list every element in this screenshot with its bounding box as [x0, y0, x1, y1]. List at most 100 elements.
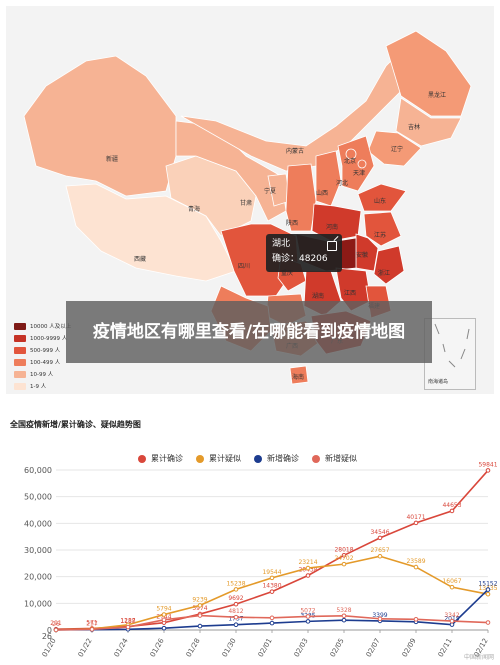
legend-dot — [138, 454, 146, 463]
series-point — [377, 616, 383, 622]
province-tianjin[interactable] — [357, 159, 367, 169]
series-point — [233, 601, 239, 607]
legend-dot — [254, 454, 262, 463]
legend-swatch — [14, 346, 26, 354]
province-hainan[interactable] — [289, 365, 309, 385]
series-point — [485, 587, 491, 592]
series-point — [233, 622, 239, 628]
series-point — [233, 587, 239, 592]
south-china-sea-inset: 南海诸岛 — [424, 318, 476, 390]
tooltip-confirmed-count: 确诊：48206 — [272, 254, 328, 264]
label-beijing: 北京 — [344, 158, 357, 165]
label-qinghai: 青海 — [188, 206, 201, 213]
chart-legend: 累计确诊 累计疑似 新增确诊 新增疑似 — [138, 453, 357, 464]
watermark: 中国新闻网 — [463, 654, 494, 661]
data-label: 14380 — [262, 583, 281, 590]
label-xizang: 西藏 — [134, 256, 147, 263]
map-legend-item[interactable]: 1000-9999 人 — [14, 332, 71, 344]
province-shanxi[interactable] — [315, 150, 342, 207]
province-xinjiang[interactable] — [23, 55, 177, 197]
label-liaoning: 辽宁 — [391, 146, 404, 153]
series-point — [269, 620, 275, 626]
province-jiangsu[interactable] — [363, 211, 402, 247]
label-henan: 河南 — [326, 224, 339, 231]
data-label: 291 — [50, 620, 62, 627]
legend-dot — [312, 454, 320, 463]
data-label: 26 — [52, 621, 60, 628]
data-label: 9239 — [192, 596, 207, 603]
province-beijing[interactable] — [345, 148, 357, 160]
x-tick-label: 02/05 — [329, 637, 346, 658]
province-shandong[interactable] — [357, 183, 407, 212]
data-label: 3342 — [444, 612, 459, 619]
x-tick-label: 01/24 — [113, 637, 130, 659]
data-label: 5794 — [156, 606, 171, 613]
chart-legend-item[interactable]: 新增确诊 — [254, 453, 299, 464]
chart-legend-item[interactable]: 累计确诊 — [138, 453, 183, 464]
legend-label: 10-99 人 — [30, 372, 54, 378]
province-hebei[interactable] — [337, 135, 375, 192]
series-point — [305, 614, 311, 619]
label-shaanxi: 陕西 — [286, 220, 299, 227]
map-legend-item[interactable]: 10-99 人 — [14, 368, 71, 380]
province-zhejiang[interactable] — [373, 245, 405, 285]
label-jiangxi: 江西 — [344, 290, 357, 297]
south-sea-label: 南海诸岛 — [428, 379, 449, 385]
y-tick-label: 20,000 — [24, 573, 52, 582]
series-point — [341, 561, 347, 567]
province-heilongjiang[interactable] — [385, 30, 472, 117]
series-point — [233, 614, 239, 620]
tooltip-province-name: 湖北 — [272, 239, 291, 249]
series-point — [53, 627, 59, 633]
data-label: 16067 — [442, 578, 461, 585]
label-chongqing: 重庆 — [281, 270, 294, 277]
data-label: 19544 — [262, 569, 281, 576]
chart-legend-item[interactable]: 累计疑似 — [196, 453, 241, 464]
legend-swatch — [14, 370, 26, 378]
label-zhejiang: 浙江 — [378, 270, 391, 277]
map-legend-item[interactable]: 10000 人及以上 — [14, 320, 71, 332]
series-point — [305, 573, 311, 578]
y-tick-label: 30,000 — [24, 546, 52, 555]
series-point — [341, 617, 347, 623]
y-base-label: 26 — [42, 632, 52, 641]
legend-label: 1-9 人 — [30, 384, 47, 390]
chart-legend-item[interactable]: 新增疑似 — [312, 453, 357, 464]
data-label: 5974 — [192, 605, 207, 612]
y-tick-label: 40,000 — [24, 519, 52, 528]
share-icon[interactable] — [327, 241, 337, 251]
label-gansu: 甘肃 — [240, 200, 253, 207]
series-point — [197, 613, 203, 618]
map-legend-item[interactable]: 1-9 人 — [14, 380, 71, 392]
x-tick-label: 01/26 — [149, 637, 166, 659]
legend-label: 1000-9999 人 — [30, 336, 68, 342]
label-anhui: 安徽 — [356, 252, 369, 259]
data-label: 15152 — [478, 581, 497, 588]
legend-swatch — [14, 322, 26, 330]
x-tick-label: 01/22 — [77, 637, 94, 658]
map-legend: 10000 人及以上 1000-9999 人 500-999 人 100-499 人 1… — [14, 320, 71, 392]
series-point — [269, 575, 275, 581]
label-neimenggu: 内蒙古 — [286, 148, 305, 155]
trend-line-chart: 0 10,000 20,000 30,000 40,000 50,000 60,000 26 0… — [24, 461, 498, 659]
province-shaanxi[interactable] — [285, 163, 317, 232]
label-ningxia: 宁夏 — [264, 188, 277, 195]
legend-dot — [196, 454, 204, 463]
label-jiangsu: 江苏 — [374, 232, 387, 239]
series-point — [485, 620, 491, 625]
data-label: 257 — [86, 620, 98, 627]
trend-chart-panel: 全国疫情新增/累计确诊、疑似趋势图 累计确诊 累计疑似 新增确诊 新增疑似 0 10,0… — [0, 410, 500, 665]
label-hunan: 湖南 — [312, 293, 325, 300]
label-sichuan: 四川 — [238, 263, 251, 270]
data-label: 59841 — [478, 461, 497, 468]
data-label: 23589 — [406, 558, 425, 565]
map-legend-item[interactable]: 100-499 人 — [14, 356, 71, 368]
province-jilin[interactable] — [395, 97, 462, 147]
series-point — [485, 468, 491, 473]
map-legend-item[interactable]: 500-999 人 — [14, 344, 71, 356]
data-label: 1287 — [120, 618, 135, 625]
series-point — [161, 625, 167, 631]
data-label: 3399 — [372, 612, 387, 619]
series-point — [449, 584, 455, 590]
series-point — [125, 624, 131, 630]
